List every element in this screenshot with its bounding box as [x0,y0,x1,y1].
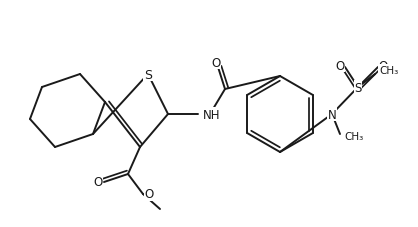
Text: O: O [93,176,103,189]
Text: CH₃: CH₃ [344,131,363,141]
Text: O: O [335,59,344,72]
Text: S: S [354,81,362,94]
Text: NH: NH [203,108,221,121]
Text: O: O [212,56,221,69]
Text: O: O [378,59,387,72]
Text: N: N [328,108,336,121]
Text: CH₃: CH₃ [379,66,398,76]
Text: O: O [144,188,154,201]
Text: S: S [144,68,152,81]
